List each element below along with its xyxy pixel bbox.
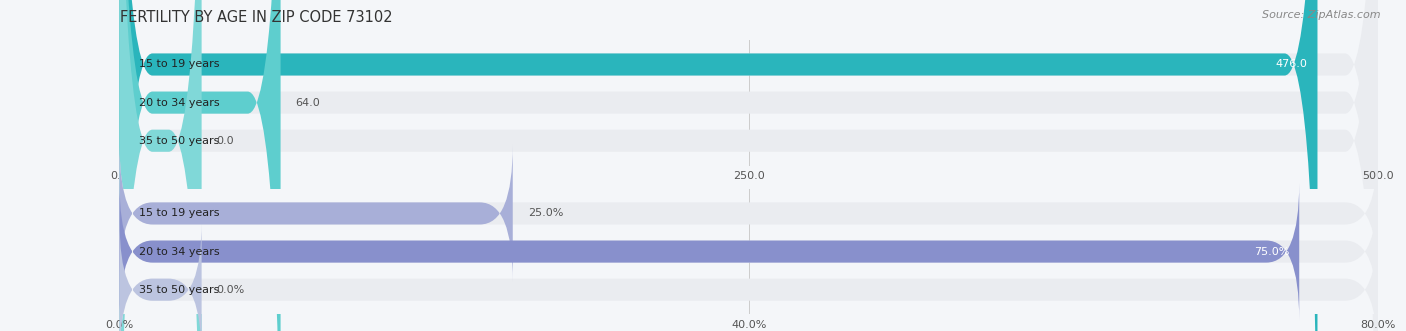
Text: 35 to 50 years: 35 to 50 years <box>139 285 219 295</box>
FancyBboxPatch shape <box>120 0 1378 331</box>
Text: 0.0%: 0.0% <box>217 285 245 295</box>
FancyBboxPatch shape <box>120 183 1378 320</box>
FancyBboxPatch shape <box>120 0 201 331</box>
Text: 20 to 34 years: 20 to 34 years <box>139 98 221 108</box>
FancyBboxPatch shape <box>120 0 1378 331</box>
Text: 476.0: 476.0 <box>1275 60 1308 70</box>
FancyBboxPatch shape <box>120 221 201 331</box>
Text: 15 to 19 years: 15 to 19 years <box>139 209 219 218</box>
Text: 25.0%: 25.0% <box>527 209 564 218</box>
FancyBboxPatch shape <box>120 0 1317 331</box>
Text: 35 to 50 years: 35 to 50 years <box>139 136 219 146</box>
Text: Source: ZipAtlas.com: Source: ZipAtlas.com <box>1263 10 1381 20</box>
Text: FERTILITY BY AGE IN ZIP CODE 73102: FERTILITY BY AGE IN ZIP CODE 73102 <box>120 10 392 25</box>
FancyBboxPatch shape <box>120 145 513 282</box>
Text: 20 to 34 years: 20 to 34 years <box>139 247 221 257</box>
Text: 15 to 19 years: 15 to 19 years <box>139 60 219 70</box>
FancyBboxPatch shape <box>120 183 1299 320</box>
Text: 75.0%: 75.0% <box>1254 247 1289 257</box>
Text: 64.0: 64.0 <box>295 98 321 108</box>
FancyBboxPatch shape <box>120 221 1378 331</box>
FancyBboxPatch shape <box>120 145 1378 282</box>
FancyBboxPatch shape <box>120 0 1378 331</box>
FancyBboxPatch shape <box>120 0 281 331</box>
Text: 0.0: 0.0 <box>217 136 235 146</box>
